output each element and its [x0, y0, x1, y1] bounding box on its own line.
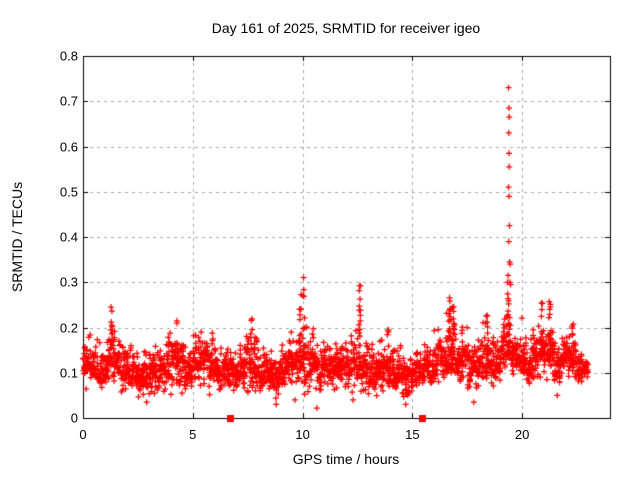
y-tick-label: 0.5 [59, 184, 78, 200]
y-tick-label: 0.3 [59, 274, 78, 290]
y-tick-label: 0.4 [59, 229, 78, 245]
x-tick-label: 0 [79, 427, 87, 442]
y-tick-label: 0.2 [59, 320, 78, 335]
y-tick-label: 0.8 [59, 48, 78, 64]
x-axis-label: GPS time / hours [292, 451, 400, 467]
y-tick-label: 0.1 [59, 365, 78, 381]
y-tick-label: 0 [70, 410, 78, 426]
y-tick-label: 0.6 [59, 139, 78, 154]
y-tick-label: 0.7 [59, 93, 78, 109]
x-tick-label: 5 [189, 427, 197, 442]
x-tick-label: 10 [295, 427, 310, 442]
y-axis-label: SRMTID / TECUs [9, 181, 25, 293]
x-tick-label: 15 [405, 427, 420, 442]
x-tick-label: 20 [514, 427, 530, 442]
chart-title: Day 161 of 2025, SRMTID for receiver ige… [211, 20, 481, 36]
